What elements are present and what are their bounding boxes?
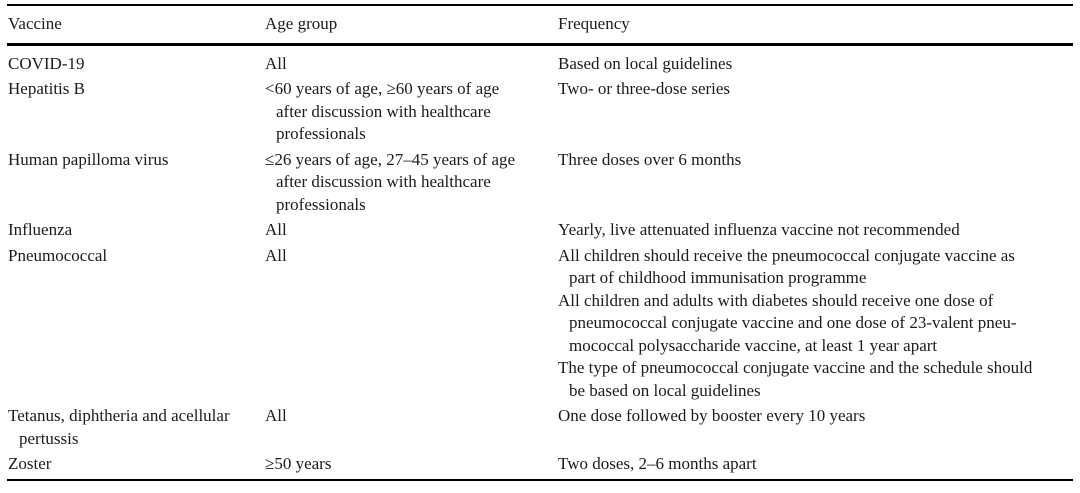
frequency-cell: Two doses, 2–6 months apart — [558, 453, 1073, 476]
column-header-age-group: Age group — [265, 13, 338, 33]
text-line: ≥50 years — [265, 454, 332, 473]
table-bottom-rule — [7, 478, 1073, 481]
text-line: Hepatitis B — [8, 79, 85, 98]
age-group-cell: All — [265, 245, 558, 403]
table-header-row: Vaccine Age group Frequency — [7, 6, 1073, 44]
table-row: Human papilloma virus ≤26 years of age, 2… — [7, 146, 1073, 217]
age-group-cell: All — [265, 53, 558, 76]
column-header-frequency: Frequency — [558, 13, 630, 33]
text-line: Influenza — [8, 220, 73, 239]
age-group-cell: <60 years of age, ≥60 years of age after … — [265, 78, 558, 146]
vaccine-cell: Human papilloma virus — [8, 149, 265, 217]
text-line: Based on local guidelines — [558, 53, 733, 73]
frequency-cell: Two- or three-dose series — [558, 78, 1073, 146]
text-line: mococcal polysaccharide vaccine, at leas… — [569, 335, 938, 355]
frequency-cell: Three doses over 6 months — [558, 149, 1073, 217]
vaccine-cell: COVID-19 — [8, 53, 265, 76]
table-body: COVID-19 All Based on local guidelines Hepa… — [7, 46, 1073, 479]
text-line: ≤26 years of age, 27–45 years of age — [265, 149, 516, 169]
table-row: Pneumococcal All All children should recei… — [7, 242, 1073, 403]
vaccine-cell: Influenza — [8, 219, 265, 242]
frequency-cell: Yearly, live attenuated influenza vaccin… — [558, 219, 1073, 242]
vaccine-cell: Pneumococcal — [8, 245, 265, 403]
text-line: be based on local guidelines — [569, 380, 761, 400]
text-line: All — [265, 53, 287, 73]
column-header-vaccine: Vaccine — [8, 13, 62, 33]
text-line: after discussion with healthcare — [276, 101, 491, 121]
text-line: pertussis — [19, 428, 79, 448]
text-line: after discussion with healthcare — [276, 172, 491, 191]
text-line: <60 years of age, ≥60 years of age — [265, 79, 500, 98]
text-line: Tetanus, diphtheria and acellular — [8, 406, 230, 425]
text-line: All children and adults with diabetes sh… — [558, 290, 994, 310]
text-line: The type of pneumococcal conjugate vacci… — [558, 358, 1033, 377]
text-line: All — [265, 406, 287, 425]
frequency-cell: One dose followed by booster every 10 ye… — [558, 405, 1073, 450]
text-line: Two- or three-dose series — [558, 79, 731, 98]
vaccine-cell: Hepatitis B — [8, 78, 265, 146]
text-line: All — [265, 245, 287, 265]
text-line: part of childhood immunisation programme — [569, 268, 867, 287]
table-row: Zoster ≥50 years Two doses, 2–6 months apa… — [7, 450, 1073, 476]
age-group-cell: All — [265, 405, 558, 450]
age-group-cell: ≤26 years of age, 27–45 years of age afte… — [265, 149, 558, 217]
header-divider-rule — [7, 43, 1073, 46]
table-top-rule — [7, 4, 1073, 6]
text-line: All children should receive the pneumoco… — [558, 245, 1015, 265]
text-line: Yearly, live attenuated influenza vaccin… — [558, 220, 960, 239]
table-row: Tetanus, diphtheria and acellular pertuss… — [7, 402, 1073, 450]
text-line: One dose followed by booster every 10 ye… — [558, 406, 866, 425]
frequency-cell: Based on local guidelines — [558, 53, 1073, 76]
text-line: Zoster — [8, 454, 52, 473]
vaccine-cell: Zoster — [8, 453, 265, 476]
age-group-cell: All — [265, 219, 558, 242]
text-line: Pneumococcal — [8, 245, 108, 265]
text-line: All — [265, 220, 287, 239]
table-row: COVID-19 All Based on local guidelines — [7, 46, 1073, 76]
table-row: Influenza All Yearly, live attenuated infl… — [7, 216, 1073, 242]
text-line: COVID-19 — [8, 53, 85, 73]
text-line: pneumococcal conjugate vaccine and one d… — [569, 313, 1017, 332]
text-line: Three doses over 6 months — [558, 149, 742, 169]
table-row: Hepatitis B <60 years of age, ≥60 years o… — [7, 75, 1073, 146]
text-line: professionals — [276, 194, 366, 214]
text-line: Human papilloma virus — [8, 149, 169, 169]
vaccination-schedule-table: Vaccine Age group Frequency COVID-19 All B… — [7, 4, 1073, 481]
text-line: professionals — [276, 124, 366, 143]
vaccine-cell: Tetanus, diphtheria and acellular pertuss… — [8, 405, 265, 450]
text-line: Two doses, 2–6 months apart — [558, 454, 757, 473]
frequency-cell: All children should receive the pneumoco… — [558, 245, 1073, 403]
age-group-cell: ≥50 years — [265, 453, 558, 476]
